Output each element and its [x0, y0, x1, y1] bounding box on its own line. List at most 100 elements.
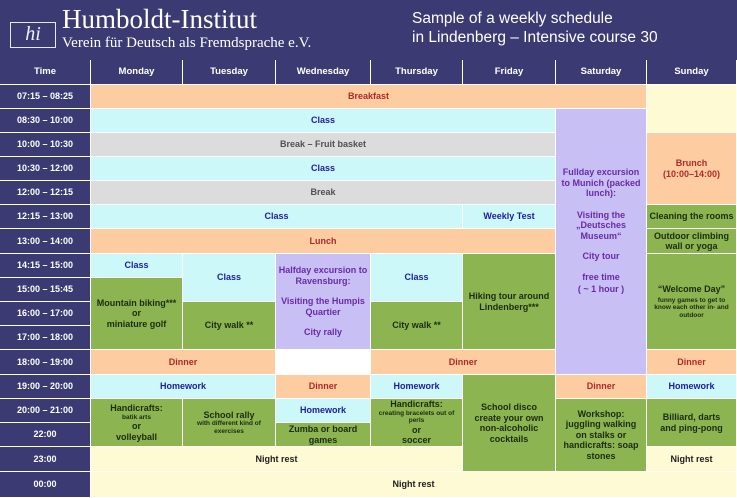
sunday-brunch-block: Brunch (10:00–14:00) [647, 133, 737, 205]
time-slot: 10:30 – 12:00 [0, 157, 91, 181]
class-block: Class [91, 205, 463, 229]
saturday-free-time: free time [582, 271, 620, 282]
thursday-soccer-label: soccer [401, 435, 432, 446]
time-slot: 20:00 – 21:00 [0, 399, 91, 423]
time-slot: 19:00 – 20:00 [0, 375, 91, 399]
time-slot: 10:00 – 10:30 [0, 133, 91, 157]
night-rest-block: Night rest [91, 472, 737, 498]
dinner-block: Dinner [371, 350, 556, 375]
breakfast-block: Breakfast [91, 85, 647, 109]
column-header-thursday: Thursday [371, 60, 463, 85]
monday-or-label: or [132, 308, 141, 319]
column-header-monday: Monday [91, 60, 183, 85]
saturday-excursion-block: Fullday excursion to Munich (packed lunc… [556, 109, 647, 375]
time-slot: 00:00 [0, 472, 91, 498]
tuesday-class-block: Class [183, 254, 276, 302]
time-slot: 16:00 – 17:00 [0, 302, 91, 326]
lunch-block: Lunch [91, 229, 556, 254]
column-header-tuesday: Tuesday [183, 60, 276, 85]
time-slot: 07:15 – 08:25 [0, 85, 91, 109]
column-header-sunday: Sunday [647, 60, 737, 85]
thursday-bracelets-label: creating bracelets out of perls [378, 409, 455, 425]
sunday-billiard-block: Billiard, darts and ping-pong [647, 399, 737, 447]
sunday-morning-free [647, 85, 737, 133]
time-slot: 17:00 – 18:00 [0, 326, 91, 350]
time-slot: 12:15 – 13:00 [0, 205, 91, 229]
sunday-cleaning-block: Cleaning the rooms [647, 205, 737, 229]
thursday-city-walk-block: City walk ** [371, 302, 463, 350]
column-header-time: Time [0, 60, 91, 85]
column-header-saturday: Saturday [556, 60, 647, 85]
break-fruit-basket-block: Break – Fruit basket [91, 133, 556, 157]
homework-block: Homework [276, 399, 371, 423]
column-header-friday: Friday [463, 60, 556, 85]
wednesday-visiting: Visiting the Humpis Quartier [281, 296, 365, 317]
time-slot: 22:00 [0, 423, 91, 447]
night-rest-block: Night rest [647, 447, 737, 472]
time-slot: 08:30 – 10:00 [0, 109, 91, 133]
wednesday-halfday-block: Halfday excursion to Ravensburg: Visitin… [276, 254, 371, 350]
time-slot: 13:00 – 14:00 [0, 229, 91, 254]
friday-hiking-block: Hiking tour around Lindenberg*** [463, 254, 556, 350]
monday-biking-label: Mountain biking*** [96, 297, 177, 308]
homework-block: Homework [91, 375, 276, 399]
class-block: Class [91, 109, 556, 133]
saturday-free-time-duration: ( ~ 1 hour ) [577, 284, 625, 294]
wednesday-zumba-block: Zumba or board games [276, 423, 371, 447]
time-slot: 15:00 – 15:45 [0, 278, 91, 302]
thursday-class-block: Class [371, 254, 463, 302]
column-header-wednesday: Wednesday [276, 60, 371, 85]
saturday-city-tour: City tour [582, 251, 620, 261]
class-block: Class [91, 157, 556, 181]
sunday-climbing-block: Outdoor climbing wall or yoga [647, 229, 737, 254]
logo-mark: hi [10, 22, 56, 48]
header: hi Humboldt-Institut Verein für Deutsch … [0, 0, 737, 60]
monday-handicrafts-label: Handicrafts: [110, 403, 163, 413]
monday-volleyball-label: volleyball [115, 431, 158, 442]
saturday-excursion-title: Fullday excursion to Munich (packed lunc… [561, 167, 641, 198]
monday-or2-label: or [132, 421, 141, 431]
wednesday-city-rally: City rally [303, 327, 343, 338]
monday-handicrafts-block: Handicrafts: batik arts or volleyball [91, 399, 183, 447]
dinner-block: Dinner [91, 350, 276, 375]
friday-school-disco-block: School disco create your own non-alcohol… [463, 375, 556, 472]
monday-biking-block: Mountain biking*** or miniature golf [91, 278, 183, 350]
logo-subtitle: Verein für Deutsch als Fremdsprache e.V. [62, 35, 312, 51]
thursday-handicrafts-label: Handicrafts: [390, 399, 443, 410]
thursday-handicrafts-block: Handicrafts: creating bracelets out of p… [371, 399, 463, 447]
wednesday-evening-empty [276, 350, 371, 375]
weekly-test-block: Weekly Test [463, 205, 556, 229]
wednesday-halfday-title: Halfday excursion to Ravensburg: [278, 265, 368, 286]
night-rest-block: Night rest [91, 447, 463, 472]
break-block: Break [91, 181, 556, 205]
dinner-block: Dinner [647, 350, 737, 375]
time-slot: 14:15 – 15:00 [0, 254, 91, 278]
sunday-brunch-label: Brunch [675, 158, 708, 168]
tuesday-rally-label: School rally [203, 409, 255, 420]
time-slot: 12:00 – 12:15 [0, 181, 91, 205]
tuesday-city-walk-block: City walk ** [183, 302, 276, 350]
saturday-museum: Visiting the „Deutsches Museum“ [575, 209, 627, 241]
sunday-welcome-title: “Welcome Day” [657, 284, 726, 294]
homework-block: Homework [647, 375, 737, 399]
logo-title: Humboldt-Institut [62, 4, 257, 34]
dinner-block: Dinner [276, 375, 371, 399]
thursday-or-label: or [412, 424, 421, 435]
sunday-welcome-detail: funny games to get to know each other in… [654, 296, 729, 319]
monday-golf-label: miniature golf [106, 318, 167, 329]
homework-block: Homework [371, 375, 463, 399]
time-slot: 18:00 – 19:00 [0, 350, 91, 375]
sunday-welcome-day-block: “Welcome Day” funny games to get to know… [647, 254, 737, 350]
sunday-brunch-time: (10:00–14:00) [662, 168, 721, 179]
saturday-workshop-block: Workshop: juggling walking on stalks or … [556, 399, 647, 472]
schedule-title: Sample of a weekly schedule in Lindenber… [412, 9, 658, 47]
tuesday-rally-detail: with different kind of exercises [197, 420, 261, 435]
time-slot: 23:00 [0, 447, 91, 472]
schedule-title-line2: in Lindenberg – Intensive course 30 [412, 29, 658, 46]
monday-batik-label: batik arts [122, 413, 151, 421]
tuesday-school-rally-block: School rally with different kind of exer… [183, 399, 276, 447]
schedule-title-line1: Sample of a weekly schedule [412, 10, 613, 27]
dinner-block: Dinner [556, 375, 647, 399]
monday-class-block: Class [91, 254, 183, 278]
